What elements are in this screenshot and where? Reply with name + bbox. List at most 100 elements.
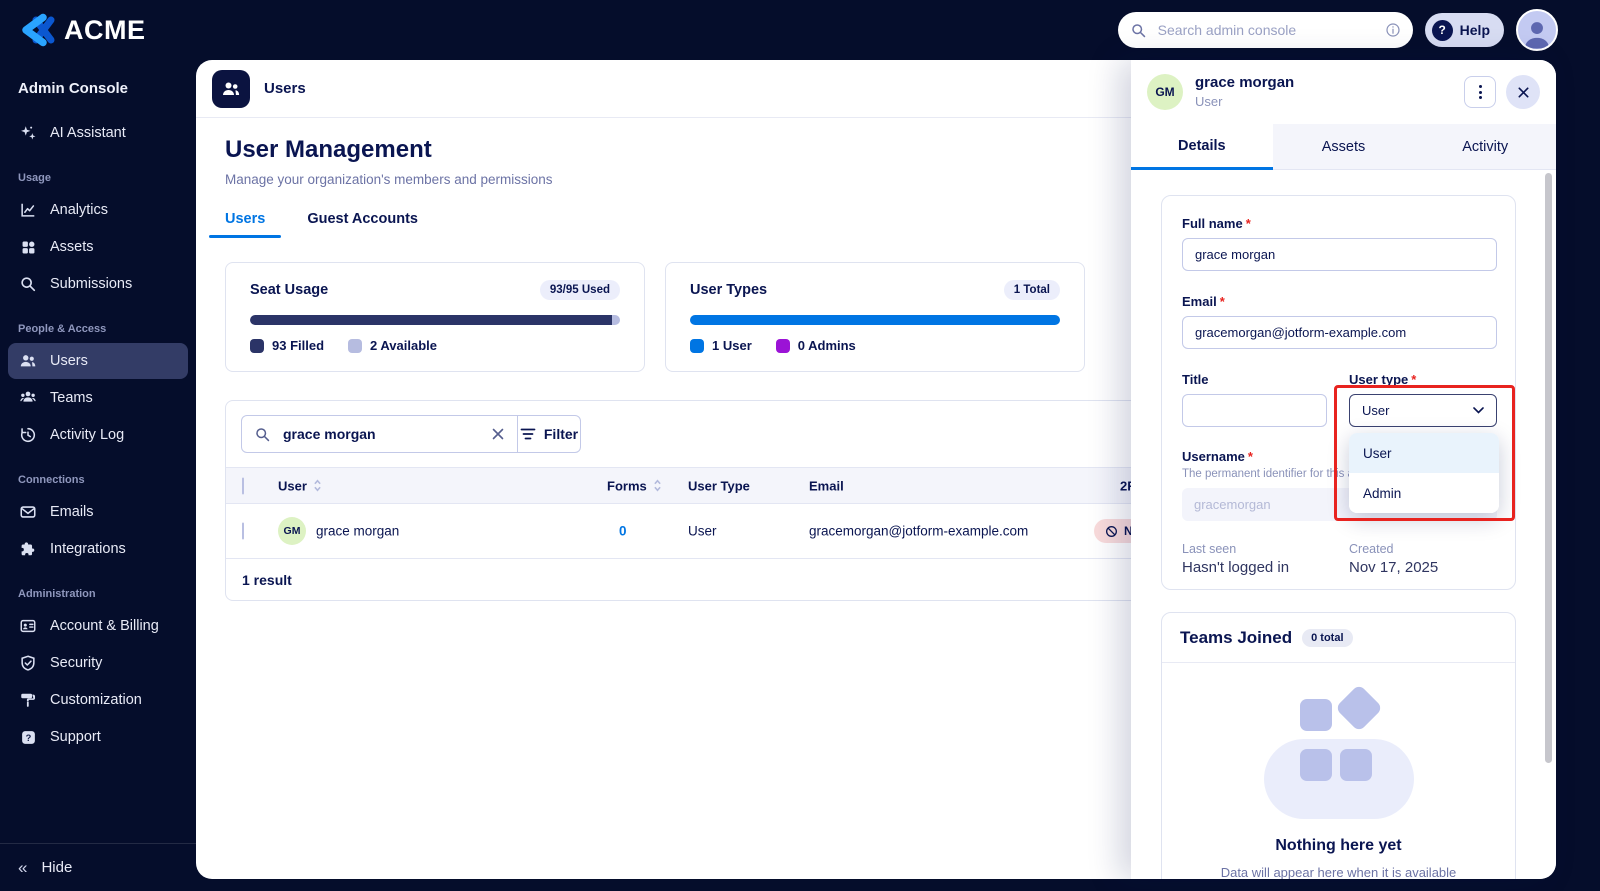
sidebar-hide-button[interactable]: « Hide xyxy=(0,843,196,891)
more-actions-button[interactable] xyxy=(1464,76,1496,108)
created-value: Nov 17, 2025 xyxy=(1349,559,1439,576)
user-type-label: User type * xyxy=(1349,372,1417,387)
empty-state-illustration xyxy=(1263,683,1414,819)
created-label: Created xyxy=(1349,542,1394,556)
legend-available: 2 Available xyxy=(348,338,437,353)
page-header-label: Users xyxy=(264,80,306,97)
filled-swatch xyxy=(250,338,264,353)
column-forms[interactable]: Forms xyxy=(607,478,662,493)
admins-swatch xyxy=(775,338,790,353)
available-swatch xyxy=(348,338,363,353)
search-input[interactable] xyxy=(1155,21,1376,39)
page-title: User Management xyxy=(225,136,432,163)
last-seen-label: Last seen xyxy=(1182,542,1237,556)
topbar: ACME ? Help xyxy=(0,0,1600,60)
sidebar-item-activity-log[interactable]: Activity Log xyxy=(8,417,188,453)
sidebar-item-support[interactable]: ? Support xyxy=(8,719,188,755)
column-email: Email xyxy=(809,478,844,493)
teams-joined-card: Teams Joined 0 total Nothing here yet Da… xyxy=(1161,612,1516,879)
user-avatar[interactable] xyxy=(1516,9,1558,51)
users-icon xyxy=(18,351,38,371)
panel-tab-assets[interactable]: Assets xyxy=(1272,124,1415,170)
help-icon: ? xyxy=(1431,19,1453,41)
teams-empty-state: Nothing here yet Data will appear here w… xyxy=(1162,663,1515,879)
user-types-badge: 1 Total xyxy=(1003,280,1060,300)
legend-filled: 93 Filled xyxy=(250,338,324,353)
tab-guest-accounts[interactable]: Guest Accounts xyxy=(307,211,418,227)
shield-check-icon xyxy=(18,653,38,673)
user-detail-panel: GM grace morgan User Details Assets Acti… xyxy=(1131,60,1556,879)
clear-search-icon[interactable] xyxy=(491,427,505,441)
sidebar-item-emails[interactable]: Emails xyxy=(8,494,188,530)
puzzle-icon xyxy=(18,539,38,559)
close-icon xyxy=(1517,86,1529,98)
sidebar-item-customization[interactable]: Customization xyxy=(8,682,188,718)
dropdown-option-admin[interactable]: Admin xyxy=(1349,473,1499,513)
sidebar-item-assets[interactable]: Assets xyxy=(8,229,188,265)
dropdown-option-user[interactable]: User xyxy=(1349,433,1499,473)
panel-tabs: Details Assets Activity xyxy=(1131,124,1556,170)
help-button[interactable]: ? Help xyxy=(1424,13,1504,47)
search-icon xyxy=(1130,22,1147,39)
panel-scrollbar[interactable] xyxy=(1545,173,1552,763)
sidebar-section-administration: Administration xyxy=(18,588,96,600)
sidebar: Admin Console AI Assistant Usage Analyti… xyxy=(0,60,196,891)
panel-tab-activity[interactable]: Activity xyxy=(1414,124,1556,170)
admin-search[interactable] xyxy=(1117,12,1413,48)
sidebar-item-users[interactable]: Users xyxy=(8,343,188,379)
seat-usage-card: Seat Usage 93/95 Used 93 Filled 2 Availa… xyxy=(225,262,645,372)
grid-icon xyxy=(18,237,38,257)
sidebar-section-usage: Usage xyxy=(18,172,52,184)
main-tabs: Users Guest Accounts xyxy=(208,211,1527,238)
table-search[interactable] xyxy=(242,416,517,452)
svg-text:?: ? xyxy=(25,732,31,742)
sidebar-item-integrations[interactable]: Integrations xyxy=(8,531,188,567)
sidebar-item-analytics[interactable]: Analytics xyxy=(8,192,188,228)
seat-usage-title: Seat Usage xyxy=(250,282,329,298)
sparkles-icon xyxy=(18,123,38,143)
column-user[interactable]: User xyxy=(278,478,322,493)
analytics-icon xyxy=(18,200,38,220)
full-name-field[interactable] xyxy=(1182,238,1497,271)
teams-joined-badge: 0 total xyxy=(1302,628,1353,647)
paint-roller-icon xyxy=(18,690,38,710)
chevron-down-icon xyxy=(1473,407,1484,414)
magnifier-icon xyxy=(18,274,38,294)
sidebar-item-ai-assistant[interactable]: AI Assistant xyxy=(8,115,188,151)
table-search-input[interactable] xyxy=(281,425,481,443)
tab-users[interactable]: Users xyxy=(208,211,282,238)
user-type-select[interactable]: User xyxy=(1349,394,1497,427)
email-label: Email * xyxy=(1182,294,1225,309)
sidebar-item-security[interactable]: Security xyxy=(8,645,188,681)
sidebar-item-teams[interactable]: Teams xyxy=(8,380,188,416)
user-types-card: User Types 1 Total 1 User 0 Admins xyxy=(665,262,1085,372)
seat-usage-bar-filled xyxy=(250,315,613,325)
panel-body: Full name* Email* Title User type* User … xyxy=(1131,170,1556,879)
page-subtitle: Manage your organization's members and p… xyxy=(225,172,553,187)
panel-user-type: User xyxy=(1195,94,1223,110)
column-user-type: User Type xyxy=(688,478,750,493)
row-forms-count[interactable]: 0 xyxy=(619,523,627,539)
row-checkbox[interactable] xyxy=(242,522,244,540)
close-panel-button[interactable] xyxy=(1506,75,1540,109)
search-icon xyxy=(254,426,271,443)
title-label: Title xyxy=(1182,372,1209,387)
question-bubble-icon: ? xyxy=(18,727,38,747)
panel-tab-details[interactable]: Details xyxy=(1131,124,1273,170)
panel-user-name: grace morgan xyxy=(1195,73,1295,91)
info-icon[interactable] xyxy=(1385,22,1401,38)
empty-state-title: Nothing here yet xyxy=(1275,837,1402,854)
sidebar-item-submissions[interactable]: Submissions xyxy=(8,266,188,302)
user-type-dropdown: User Admin xyxy=(1349,433,1499,513)
title-field[interactable] xyxy=(1182,394,1327,427)
user-types-title: User Types xyxy=(690,282,768,298)
legend-users: 1 User xyxy=(690,338,752,353)
history-clock-icon xyxy=(18,425,38,445)
select-all-checkbox[interactable] xyxy=(242,477,244,494)
row-avatar: GM xyxy=(278,517,306,545)
sidebar-item-account-billing[interactable]: Account & Billing xyxy=(8,608,188,644)
email-field[interactable] xyxy=(1182,316,1497,349)
row-user-name: grace morgan xyxy=(316,523,400,539)
filter-button[interactable]: Filter xyxy=(517,416,580,452)
table-footer: 1 result xyxy=(226,558,1526,600)
